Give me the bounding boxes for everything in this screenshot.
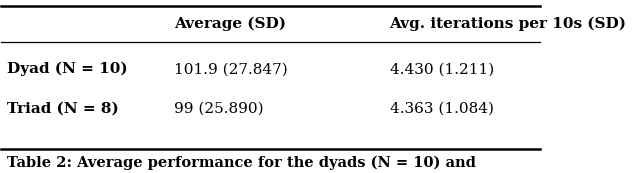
Text: 4.363 (1.084): 4.363 (1.084) bbox=[390, 101, 493, 115]
Text: 99 (25.890): 99 (25.890) bbox=[174, 101, 264, 115]
Text: Avg. iterations per 10s (SD): Avg. iterations per 10s (SD) bbox=[390, 16, 627, 31]
Text: Dyad (N = 10): Dyad (N = 10) bbox=[7, 62, 127, 76]
Text: Triad (N = 8): Triad (N = 8) bbox=[7, 101, 118, 115]
Text: 101.9 (27.847): 101.9 (27.847) bbox=[174, 62, 287, 76]
Text: 4.430 (1.211): 4.430 (1.211) bbox=[390, 62, 494, 76]
Text: Average (SD): Average (SD) bbox=[174, 16, 286, 31]
Text: Table 2: Average performance for the dyads (N = 10) and: Table 2: Average performance for the dya… bbox=[7, 155, 476, 170]
